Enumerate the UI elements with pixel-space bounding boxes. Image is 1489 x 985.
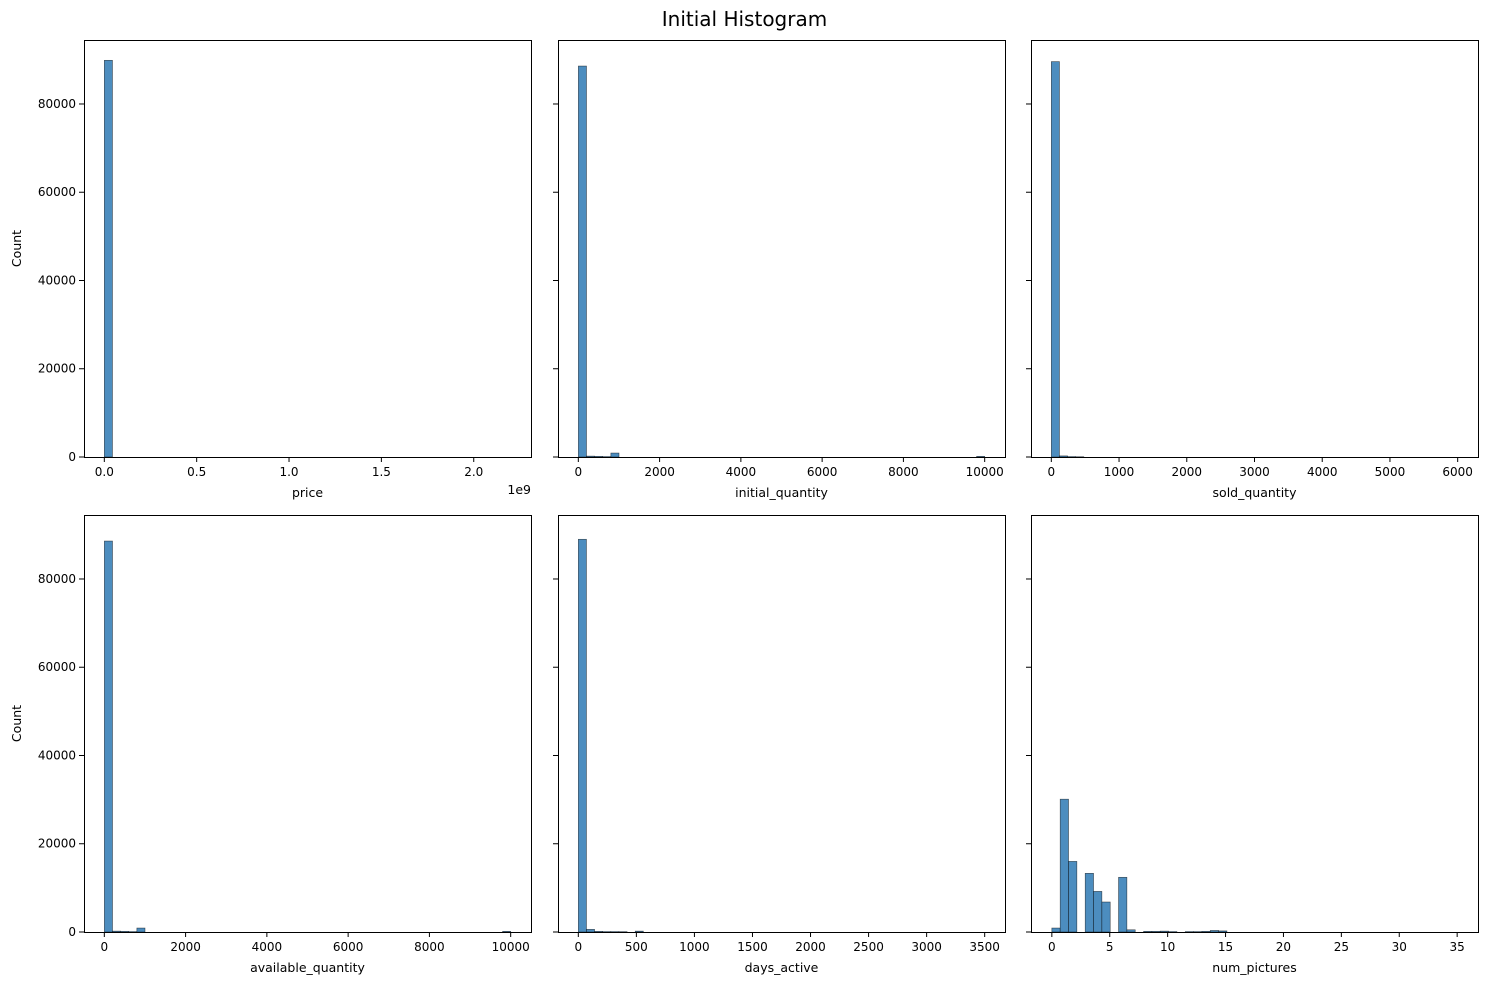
x-tick-label: 5: [1106, 940, 1114, 954]
x-tick-label: 4000: [252, 940, 283, 954]
histogram-bar: [578, 538, 587, 933]
x-tick-label: 10000: [966, 465, 1004, 479]
x-tick-label: 0: [574, 465, 582, 479]
x-tick-label: 0: [1047, 465, 1055, 479]
x-tick-label: 30: [1392, 940, 1407, 954]
axes-frame: [1031, 40, 1479, 458]
histogram-bar: [1209, 930, 1219, 933]
histogram-bar: [1126, 929, 1136, 933]
x-tick-label: 2500: [853, 940, 884, 954]
x-axis-label: price: [292, 485, 323, 500]
histogram-bar: [1084, 873, 1094, 933]
x-tick-label: 1000: [679, 940, 710, 954]
y-tick-label: 80000: [38, 572, 76, 586]
x-tick-label: 6000: [807, 465, 838, 479]
y-tick-label: 40000: [38, 748, 76, 762]
x-tick-label: 15: [1218, 940, 1233, 954]
y-tick-label: 0: [68, 450, 76, 464]
axes-frame: [1031, 515, 1479, 933]
x-tick-label: 8000: [414, 940, 445, 954]
x-tick-label: 10000: [492, 940, 530, 954]
histogram-bar: [104, 59, 113, 458]
x-tick-label: 25: [1334, 940, 1349, 954]
x-tick-label: 20: [1276, 940, 1291, 954]
histogram-bar: [586, 455, 595, 458]
x-tick-label: 3000: [1239, 465, 1270, 479]
subplot-price: 0.0 0.5 1.0 1.5 2.0 0 20000 40000 60000 80000 pric…: [9, 40, 532, 500]
y-tick-label: 40000: [38, 273, 76, 287]
x-tick-label: 0.0: [95, 465, 114, 479]
x-tick-label: 10: [1160, 940, 1175, 954]
axes-frame: [84, 40, 532, 458]
histogram-bar: [136, 927, 146, 933]
y-tick-label: 60000: [38, 185, 76, 199]
x-axis-label: days_active: [745, 960, 819, 975]
histogram-bar: [1051, 61, 1060, 458]
x-offset-label: 1e9: [507, 482, 531, 497]
x-tick-label: 2000: [170, 940, 201, 954]
histogram-bar: [1218, 930, 1228, 933]
y-tick-label: 80000: [38, 97, 76, 111]
histogram-bar: [1068, 861, 1078, 933]
axes-frame: [84, 515, 532, 933]
x-tick-label: 0: [1048, 940, 1056, 954]
axes-frame: [558, 40, 1006, 458]
figure-title: Initial Histogram: [662, 7, 827, 31]
y-tick-label: 20000: [38, 837, 76, 851]
y-axis-label: Count: [9, 230, 24, 267]
subplot-initial-quantity: 0 2000 4000 6000 8000 10000 initial_quantity: [553, 40, 1006, 500]
histogram-bar: [1051, 927, 1061, 933]
x-axis-label: sold_quantity: [1213, 485, 1298, 500]
subplot-grid: 0.0 0.5 1.0 1.5 2.0020000400006000080000pric…: [9, 40, 1479, 975]
x-tick-label: 2.0: [464, 465, 483, 479]
y-tick-label: 20000: [38, 362, 76, 376]
x-tick-label: 1.0: [279, 465, 298, 479]
x-tick-label: 6000: [1442, 465, 1473, 479]
x-tick-label: 1500: [737, 940, 768, 954]
x-tick-label: 2000: [644, 465, 675, 479]
x-tick-label: 3000: [911, 940, 942, 954]
x-tick-label: 0: [100, 940, 108, 954]
x-tick-label: 4000: [1307, 465, 1338, 479]
histogram-bar: [634, 930, 644, 933]
x-tick-label: 500: [625, 940, 648, 954]
histogram-bar: [1159, 930, 1169, 933]
histogram-bar: [104, 540, 113, 933]
x-tick-label: 0: [574, 940, 582, 954]
subplot-num-pictures: 0 5 10 15 20 25 30 35 num_pictures: [1026, 515, 1479, 975]
y-axis-label: Count: [9, 705, 24, 742]
histogram-bar: [1093, 891, 1103, 933]
histogram-bar: [610, 452, 620, 458]
x-tick-label: 0.5: [187, 465, 206, 479]
x-tick-label: 2000: [1171, 465, 1202, 479]
subplot-available-quantity: 0 2000 4000 6000 8000 10000 0 20000 40000 60000 80…: [9, 515, 532, 975]
histogram-bar: [112, 930, 121, 933]
x-tick-label: 3500: [969, 940, 1000, 954]
x-tick-label: 8000: [888, 465, 919, 479]
x-tick-label: 1000: [1104, 465, 1135, 479]
subplot-sold-quantity: 0 1000 2000 3000 4000 5000 6000 sold_quantity: [1026, 40, 1479, 500]
histogram-bar: [1118, 876, 1128, 933]
y-tick-label: 60000: [38, 660, 76, 674]
x-tick-label: 35: [1450, 940, 1465, 954]
x-axis-label: num_pictures: [1212, 960, 1296, 975]
histogram-bar: [586, 929, 595, 933]
histogram-bar: [1059, 455, 1068, 458]
y-tick-label: 0: [68, 925, 76, 939]
x-tick-label: 6000: [333, 940, 364, 954]
x-axis-label: available_quantity: [250, 960, 365, 975]
x-tick-label: 4000: [726, 465, 757, 479]
axes-frame: [558, 515, 1006, 933]
subplot-days-active: 0 500 1000 1500 2000 2500 3000 3500 days_active: [553, 515, 1006, 975]
histogram-bar: [1059, 798, 1069, 933]
x-tick-label: 2000: [795, 940, 826, 954]
x-tick-label: 1.5: [372, 465, 391, 479]
histogram-bar: [1101, 901, 1111, 933]
histogram-bar: [578, 65, 587, 458]
x-tick-label: 5000: [1375, 465, 1406, 479]
x-axis-label: initial_quantity: [735, 485, 828, 500]
